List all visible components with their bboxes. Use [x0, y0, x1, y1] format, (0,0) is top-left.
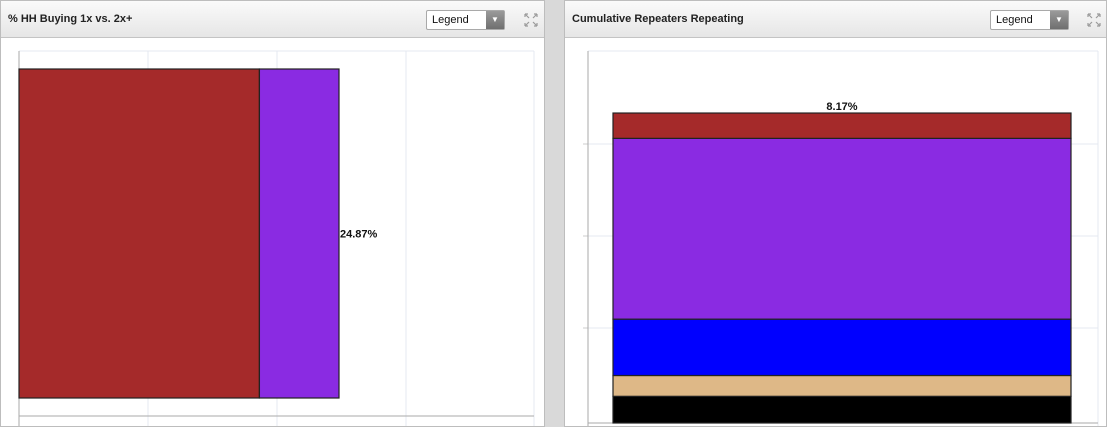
hh-buying-chart: 75.13%24.87% — [18, 50, 535, 426]
y-axis-ticks — [583, 143, 588, 329]
panel-title: % HH Buying 1x vs. 2x+ — [8, 13, 133, 25]
data-label-4: 8.17% — [826, 101, 857, 113]
expand-icon[interactable] — [523, 12, 539, 28]
panel-header: Cumulative Repeaters Repeating Legend ▼ — [565, 1, 1106, 38]
panel-header: % HH Buying 1x vs. 2x+ Legend ▼ — [1, 1, 544, 38]
chart-panel-cumulative-repeaters: Cumulative Repeaters Repeating Legend ▼ — [564, 0, 1107, 427]
cumulative-repeaters-chart: 8.61%6.71%18.18%58.32%8.17% — [583, 50, 1099, 426]
chevron-down-icon[interactable]: ▼ — [486, 11, 504, 29]
bar-segment-0 — [612, 395, 1072, 424]
legend-dropdown-label: Legend — [432, 14, 469, 26]
data-label-1: 24.87% — [340, 229, 378, 241]
chart-panel-hh-buying: % HH Buying 1x vs. 2x+ Legend ▼ 75.13%24… — [0, 0, 545, 427]
legend-dropdown-label: Legend — [996, 14, 1033, 26]
bar-segment-3 — [612, 137, 1072, 320]
bar-group: 8.61%6.71%18.18%58.32%8.17% — [612, 101, 1072, 424]
legend-dropdown[interactable]: Legend ▼ — [426, 10, 505, 30]
bar-segment-0 — [18, 68, 261, 399]
chevron-down-icon[interactable]: ▼ — [1050, 11, 1068, 29]
bar-segment-1 — [258, 68, 340, 399]
panel-title: Cumulative Repeaters Repeating — [572, 13, 744, 25]
expand-icon[interactable] — [1086, 12, 1102, 28]
bar-segment-1 — [612, 374, 1072, 397]
bar-group: 75.13%24.87% — [18, 68, 378, 399]
legend-dropdown[interactable]: Legend ▼ — [990, 10, 1069, 30]
bar-segment-4 — [612, 112, 1072, 139]
bar-segment-2 — [612, 318, 1072, 377]
